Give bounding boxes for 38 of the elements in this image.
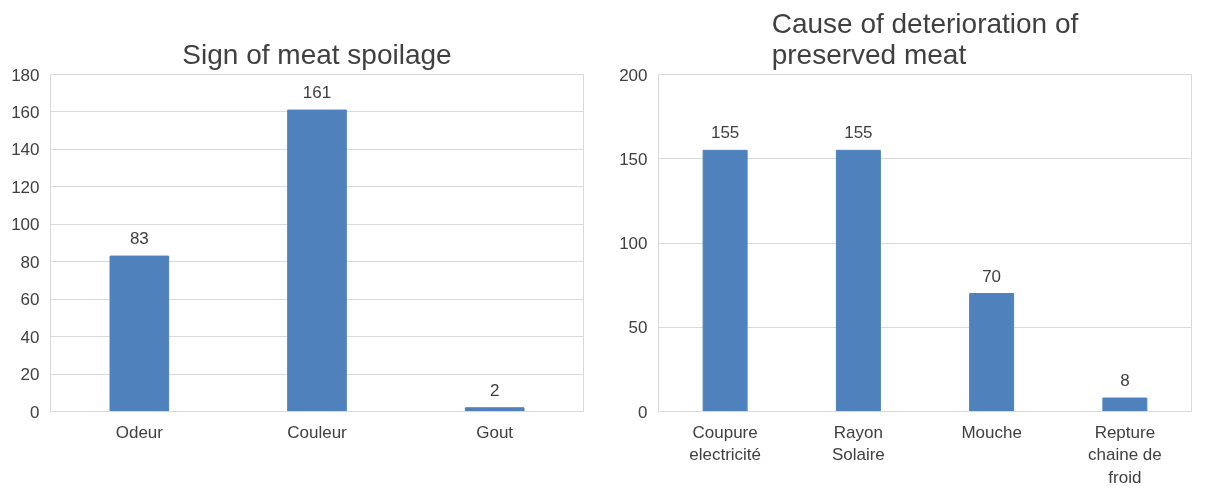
x-tick-label: Mouche (961, 422, 1022, 442)
data-label: 83 (129, 229, 149, 249)
y-tick-label: 120 (11, 177, 40, 197)
chart-title: Sign of meat spoilage (182, 38, 452, 70)
y-tick-label: 160 (11, 102, 40, 122)
y-tick-label: 180 (11, 65, 40, 85)
bar (109, 255, 170, 412)
y-tick-label: 200 (619, 65, 648, 85)
y-tick-label: 60 (20, 290, 40, 310)
data-label: 161 (302, 83, 332, 103)
y-tick-label: 50 (628, 318, 648, 338)
bar (835, 149, 881, 412)
data-label: 155 (710, 123, 740, 143)
bar (464, 407, 525, 412)
data-label: 2 (489, 380, 500, 400)
x-tick-label: Repture chaine de froid (1088, 422, 1162, 488)
bar (287, 109, 347, 412)
data-label: 70 (982, 266, 1002, 286)
x-tick-label: Coupure electricité (689, 422, 762, 465)
y-tick-label: 100 (619, 234, 648, 253)
data-label: 155 (844, 123, 873, 143)
y-tick-label: 80 (20, 252, 40, 272)
chart-title: Cause of deterioration of preserved meat (771, 7, 1079, 70)
x-tick-label: Odeur (115, 422, 164, 442)
y-tick-label: 20 (20, 365, 40, 385)
y-tick-label: 150 (619, 149, 648, 169)
y-tick-label: 100 (11, 215, 40, 235)
x-tick-label: Rayon Solaire (831, 422, 885, 465)
y-tick-label: 0 (30, 402, 40, 422)
bar (1102, 397, 1148, 412)
y-tick-label: 0 (638, 402, 648, 422)
y-tick-label: 140 (11, 140, 40, 160)
x-tick-label: Gout (476, 422, 514, 442)
bar (969, 293, 1015, 412)
bar (702, 149, 748, 412)
y-tick-label: 40 (20, 327, 40, 347)
data-label: 8 (1120, 371, 1130, 391)
x-tick-label: Couleur (287, 422, 348, 442)
